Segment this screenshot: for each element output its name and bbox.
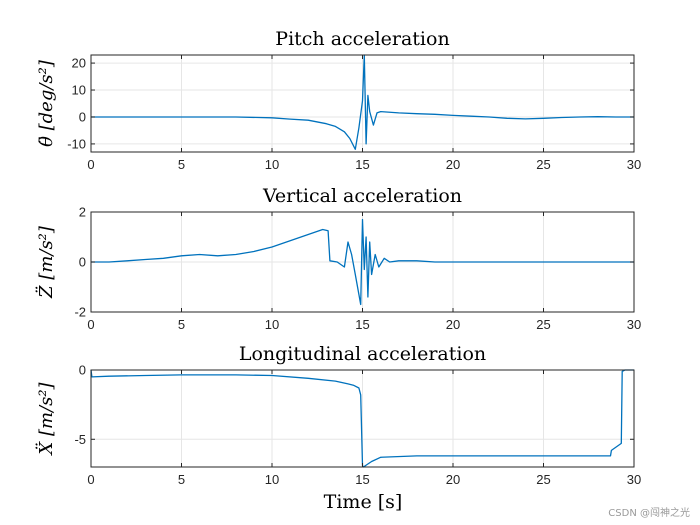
x-tick-label: 30 bbox=[627, 317, 641, 332]
x-tick-label: 0 bbox=[87, 472, 94, 487]
x-tick-label: 25 bbox=[536, 472, 550, 487]
panel-title: Pitch acceleration bbox=[275, 28, 449, 50]
y-axis-label: θ̈ [deg/s²] bbox=[36, 59, 57, 147]
x-tick-label: 5 bbox=[178, 157, 185, 172]
y-tick-label: 20 bbox=[72, 56, 86, 71]
watermark: CSDN @闯神之光 bbox=[608, 506, 690, 519]
x-tick-label: 20 bbox=[446, 157, 460, 172]
series-line-1 bbox=[91, 218, 634, 306]
x-tick-label: 20 bbox=[446, 472, 460, 487]
panel-title: Longitudinal acceleration bbox=[239, 343, 486, 365]
x-tick-label: 25 bbox=[536, 317, 550, 332]
panel-title: Vertical acceleration bbox=[262, 185, 462, 207]
x-tick-label: 5 bbox=[178, 472, 185, 487]
x-tick-label: 10 bbox=[265, 472, 279, 487]
panel-3: 0 5 10 15 20 25 30 -5 0 Longitudinal acceleration… bbox=[34, 343, 641, 487]
x-tick-label: 30 bbox=[627, 472, 641, 487]
x-tick-label: 10 bbox=[265, 317, 279, 332]
x-tick-label: 25 bbox=[536, 157, 550, 172]
x-tick-label: 0 bbox=[87, 317, 94, 332]
x-axis-label: Time [s] bbox=[324, 491, 403, 513]
x-tick-label: 15 bbox=[355, 317, 369, 332]
series-line-1 bbox=[90, 369, 634, 468]
x-tick-label: 10 bbox=[265, 157, 279, 172]
y-tick-label: -5 bbox=[74, 432, 86, 447]
y-axis-label: Ẍ [m/s²] bbox=[34, 381, 57, 456]
x-tick-label: 15 bbox=[355, 157, 369, 172]
x-tick-label: 0 bbox=[87, 157, 94, 172]
x-tick-label: 30 bbox=[627, 157, 641, 172]
y-tick-label: -10 bbox=[67, 136, 86, 151]
y-tick-label: 0 bbox=[79, 109, 86, 124]
y-axis-label: Z̈ [m/s²] bbox=[35, 225, 57, 299]
series-line-1 bbox=[91, 54, 634, 150]
y-tick-label: 2 bbox=[79, 205, 86, 220]
y-tick-label: 10 bbox=[72, 83, 86, 98]
y-tick-label: -2 bbox=[74, 305, 86, 320]
x-tick-label: 15 bbox=[355, 472, 369, 487]
x-tick-label: 5 bbox=[178, 317, 185, 332]
y-tick-label: 0 bbox=[79, 363, 86, 378]
x-tick-label: 20 bbox=[446, 317, 460, 332]
y-tick-label: 0 bbox=[79, 255, 86, 270]
